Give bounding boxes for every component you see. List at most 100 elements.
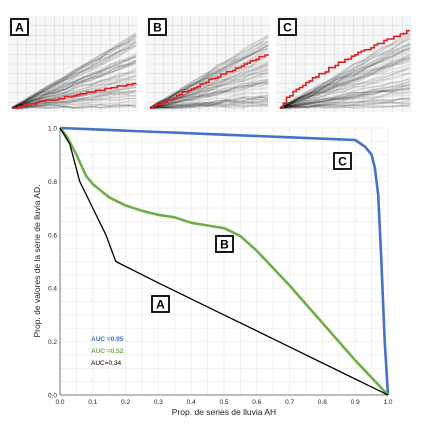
fan-curve (149, 41, 269, 109)
grid (59, 127, 389, 396)
fan-curve (11, 90, 137, 109)
series-line-a (59, 127, 389, 396)
fan-curve (149, 78, 269, 109)
main-chart: 0.0 0.1 0.2 0.3 0.4 0.5 0.6 0.7 0.8 0.9 1.0 0.0 0.2… (32, 126, 393, 418)
fan-curve (11, 70, 137, 109)
fan-curve (11, 56, 137, 109)
fan-curve (11, 94, 137, 109)
fan-curve (149, 35, 269, 109)
y-tick-label: 1.0 (48, 126, 57, 133)
fan-curve (149, 86, 269, 109)
x-tick-label: 0.4 (187, 399, 196, 406)
fan-curve (11, 104, 137, 110)
fan-curve (149, 45, 269, 109)
fan-panel-a: A (8, 16, 138, 112)
fan-curve (149, 47, 269, 109)
fan-curve (149, 73, 269, 109)
fan-curve (279, 86, 411, 109)
fan-curve (279, 58, 411, 109)
fan-panel-c: C (276, 16, 412, 112)
fan-curve (11, 41, 137, 109)
fan-curve (149, 101, 269, 110)
fan-curve (11, 33, 137, 109)
label-text: B (220, 238, 229, 252)
fan-curve (11, 102, 137, 110)
fan-curve (149, 36, 269, 109)
series-lines (58, 126, 390, 396)
fan-curve (149, 81, 269, 109)
y-tick-label: 0.8 (48, 179, 57, 186)
fan-curve (279, 88, 411, 109)
y-tick-labels: 0.0 0.2 0.4 0.6 0.8 1.0 (48, 126, 57, 400)
fan-curve (279, 66, 411, 109)
fan-curve (11, 38, 137, 109)
label-box (278, 18, 297, 36)
fan-curve (149, 43, 269, 109)
label-box (151, 295, 170, 313)
fan-curve (149, 71, 269, 109)
fan-curve (279, 83, 411, 109)
y-tick-label: 0.0 (48, 393, 57, 400)
fan-curve (149, 70, 269, 109)
label-text: B (153, 21, 162, 35)
fan-curve (279, 47, 411, 109)
fan-curve (279, 55, 411, 109)
label-text: C (338, 155, 347, 169)
x-tick-label: 0.1 (88, 399, 97, 406)
auc-label-a: AUC=0.34 (91, 360, 122, 367)
x-tick-label: 0.6 (252, 399, 261, 406)
fan-curve (279, 57, 411, 109)
fan-curve (279, 50, 411, 109)
series-box-label-a: A (151, 295, 170, 313)
fan-curve (11, 39, 137, 109)
fan-curve (11, 37, 137, 109)
fan-curve (11, 104, 137, 110)
fan-curve (11, 59, 137, 109)
x-tick-label: 0.9 (351, 399, 360, 406)
fan-curve (11, 55, 137, 109)
fan-curve (149, 36, 269, 109)
fan-curve (11, 90, 137, 109)
auc-label-c: AUC =0.95 (91, 336, 124, 343)
fan-curve (149, 80, 269, 109)
fan-curve (149, 67, 269, 109)
x-tick-label: 0.7 (285, 399, 294, 406)
fan-curve (149, 83, 269, 109)
fan-curve (279, 32, 411, 109)
fan-curve (11, 92, 137, 109)
fan-curve (11, 45, 137, 109)
fan-curve (11, 100, 137, 109)
fan-curve (149, 44, 269, 109)
series-box-label-c: C (333, 152, 352, 170)
fan-curve (279, 96, 411, 109)
fan-curve (279, 87, 411, 109)
fan-curve (149, 61, 269, 109)
label-box (215, 235, 234, 253)
fan-curve (279, 97, 411, 109)
red-series-curve (150, 54, 269, 109)
fan-curve (279, 87, 411, 109)
fan-curve (11, 52, 137, 109)
x-tick-label: 0.2 (121, 399, 130, 406)
fan-curve (149, 34, 269, 109)
fan-curve (11, 63, 137, 109)
fan-curve (279, 84, 411, 109)
fan-curve (11, 97, 137, 110)
y-axis-title: Prop. de valores de la serie de lluvia A… (32, 184, 42, 337)
series-box-label-b: B (215, 235, 234, 253)
fan-curve (149, 97, 269, 109)
panel-label-b: B (148, 18, 167, 36)
fan-curve (149, 45, 269, 109)
fan-curve (11, 97, 137, 109)
fan-curve (149, 99, 269, 109)
label-box (148, 18, 167, 36)
fan-curve (279, 49, 411, 109)
fan-curve (279, 42, 411, 109)
x-tick-label: 0.5 (219, 399, 228, 406)
fan-curve (149, 47, 269, 109)
fan-curve (279, 66, 411, 109)
fan-curve (149, 103, 269, 109)
fan-curve (149, 97, 269, 109)
fan-curve (279, 54, 411, 109)
fan-curve (279, 103, 411, 110)
